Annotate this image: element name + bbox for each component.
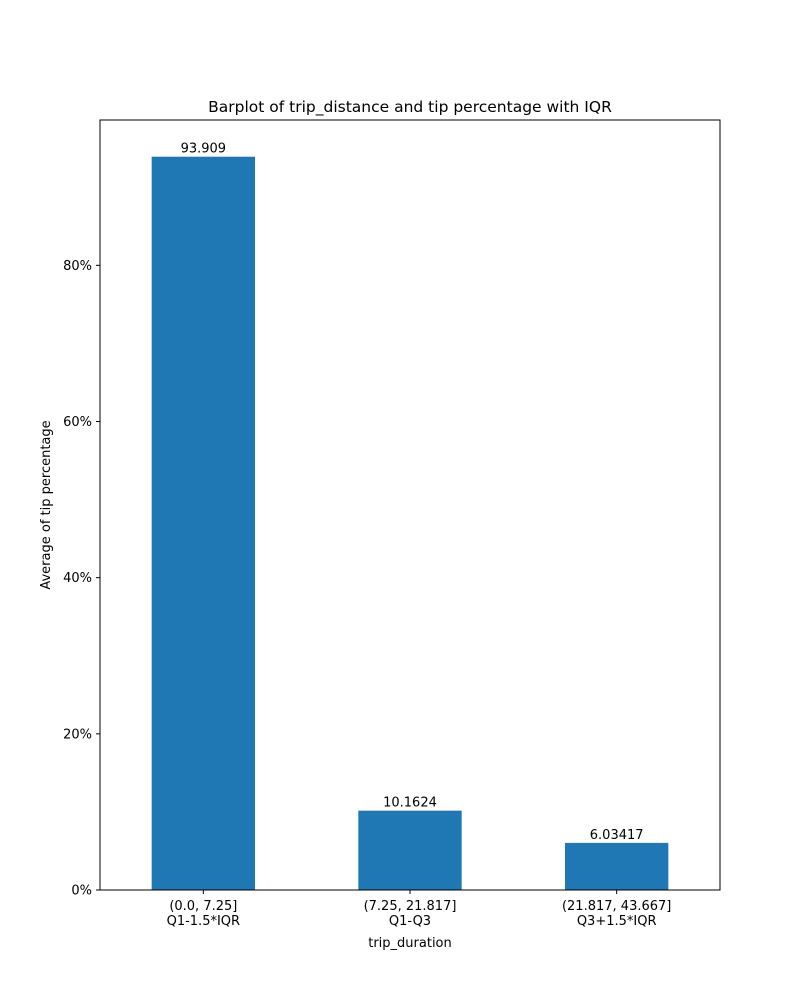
bar-value-label: 93.909 xyxy=(181,142,227,157)
x-axis-label: trip_duration xyxy=(368,936,452,951)
bar xyxy=(151,156,255,890)
x-tick-label: Q1-1.5*IQR xyxy=(167,914,240,929)
x-tick-label: (21.817, 43.667] xyxy=(562,899,671,914)
bar-value-label: 6.03417 xyxy=(590,828,644,843)
chart-title: Barplot of trip_distance and tip percent… xyxy=(208,98,612,117)
y-axis: 0% 20% 40% 60% 80% xyxy=(63,259,100,899)
bar-value-label: 10.1624 xyxy=(383,796,437,811)
x-axis: (0.0, 7.25]Q1-1.5*IQR (7.25, 21.817]Q1-Q3… xyxy=(167,890,671,929)
y-axis-label: Average of tip percentage xyxy=(39,420,54,589)
bar xyxy=(565,842,669,890)
x-tick-label: Q3+1.5*IQR xyxy=(577,914,657,929)
x-tick-label: Q1-Q3 xyxy=(389,914,431,929)
x-tick-label: (7.25, 21.817] xyxy=(364,899,457,914)
y-tick-label: 0% xyxy=(71,884,92,899)
y-tick-label: 80% xyxy=(63,259,92,274)
plot-area: 93.909 10.1624 6.03417 xyxy=(151,142,669,890)
y-tick-label: 40% xyxy=(63,571,92,586)
y-tick-label: 20% xyxy=(63,727,92,742)
bar xyxy=(358,810,462,890)
y-tick-label: 60% xyxy=(63,415,92,430)
x-tick-label: (0.0, 7.25] xyxy=(169,899,237,914)
